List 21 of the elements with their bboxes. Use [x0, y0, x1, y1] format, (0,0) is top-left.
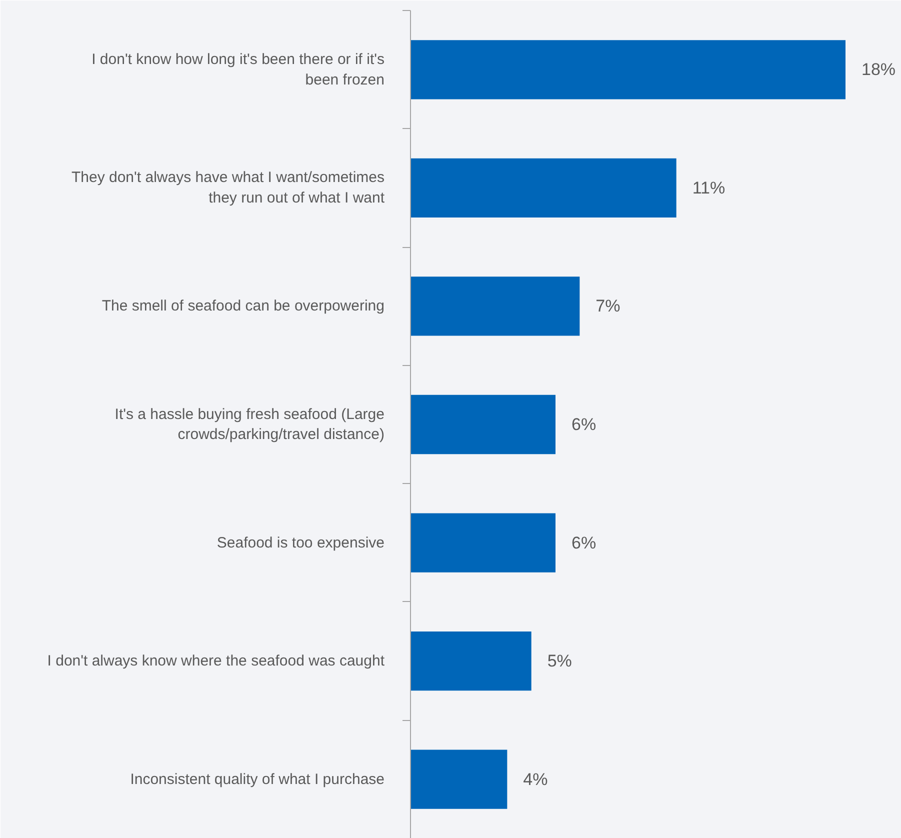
bar: [410, 750, 508, 809]
y-tick-label: The smell of seafood can be overpowering: [102, 298, 385, 315]
data-label: 7%: [596, 296, 620, 316]
bar: [410, 513, 556, 572]
data-label: 4%: [523, 770, 548, 789]
bar: [410, 394, 556, 454]
data-label: 18%: [862, 60, 896, 80]
data-label: 11%: [692, 178, 726, 198]
bar: [410, 276, 580, 336]
data-label: 6%: [572, 415, 596, 434]
bar: [410, 40, 846, 100]
y-tick-label: Seafood is too expensive: [216, 534, 385, 552]
data-label: 6%: [572, 533, 596, 552]
y-tick-label: They don't always have what I want/sometimes they run out of what I want: [71, 169, 386, 207]
y-tick-label: Inconsistent quality of what I purchase: [130, 770, 384, 788]
y-tick-label: I don't always know where the seafood was caught: [47, 652, 386, 670]
bar: [410, 158, 676, 218]
data-label: 5%: [547, 652, 572, 671]
y-tick-label: I don't know how long it's been there or if it's been frozen: [92, 50, 385, 88]
bar: [410, 632, 532, 691]
y-tick-label: It's a hassle buying fresh seafood (Large crowds/parking/travel distance): [114, 406, 385, 444]
